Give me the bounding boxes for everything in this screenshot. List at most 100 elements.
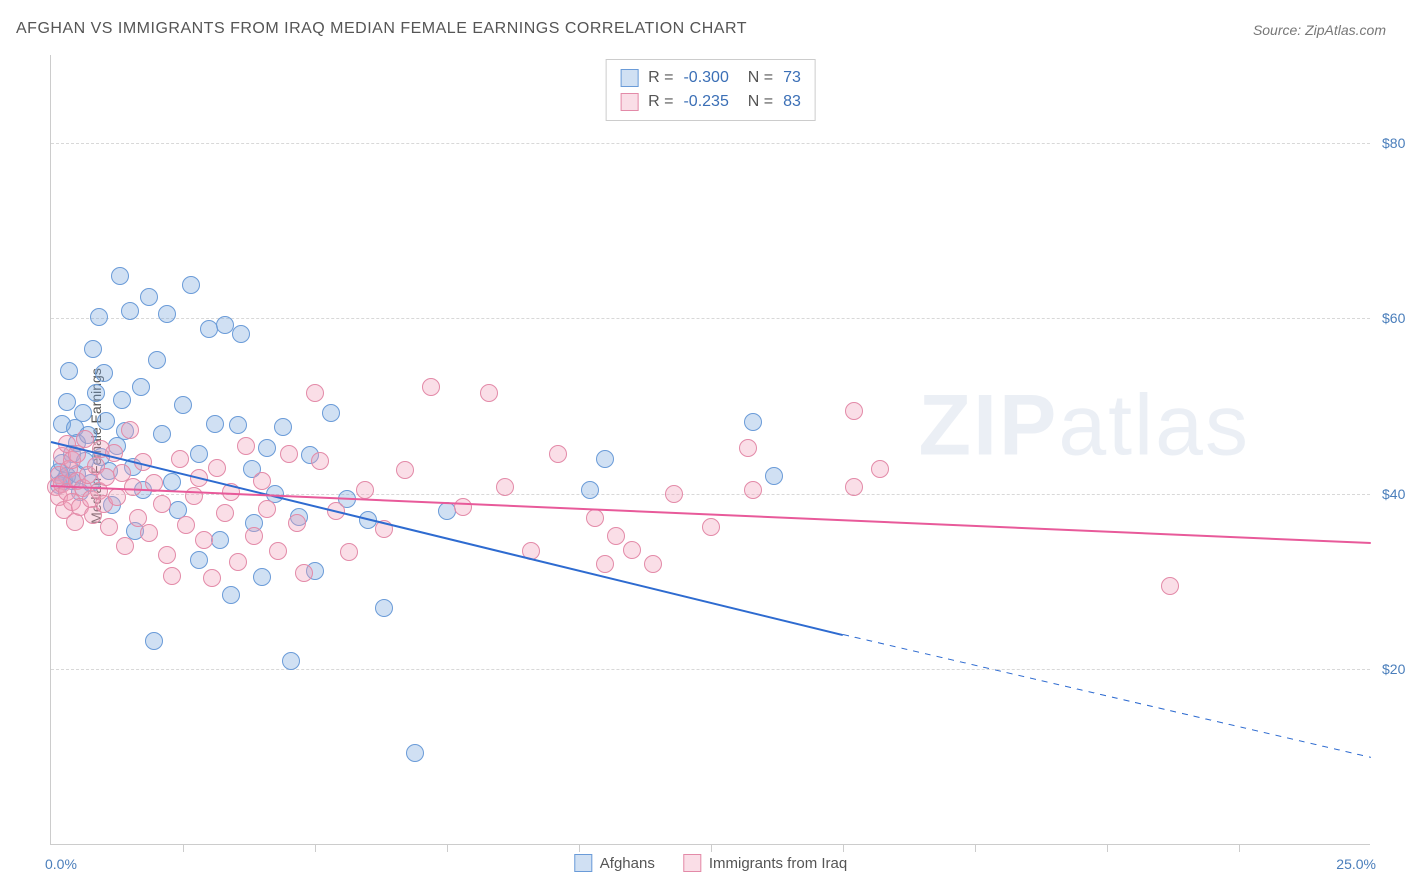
data-point	[322, 404, 340, 422]
data-point	[121, 302, 139, 320]
x-tick	[579, 844, 580, 852]
data-point	[665, 485, 683, 503]
correlation-row: R = -0.300 N = 73	[620, 66, 801, 90]
data-point	[148, 351, 166, 369]
n-value: 73	[783, 66, 801, 90]
data-point	[496, 478, 514, 496]
legend-swatch-icon	[683, 854, 701, 872]
data-point	[211, 531, 229, 549]
data-point	[140, 288, 158, 306]
legend-swatch-icon	[574, 854, 592, 872]
data-point	[739, 439, 757, 457]
y-tick-label: $60,000	[1374, 310, 1406, 326]
data-point	[311, 452, 329, 470]
data-point	[190, 551, 208, 569]
data-point	[145, 632, 163, 650]
data-point	[108, 488, 126, 506]
x-tick	[1107, 844, 1108, 852]
data-point	[454, 498, 472, 516]
data-point	[153, 495, 171, 513]
data-point	[158, 546, 176, 564]
data-point	[237, 437, 255, 455]
x-axis-min-label: 0.0%	[45, 856, 77, 872]
data-point	[845, 402, 863, 420]
data-point	[596, 450, 614, 468]
data-point	[340, 543, 358, 561]
data-point	[203, 569, 221, 587]
data-point	[90, 308, 108, 326]
data-point	[74, 404, 92, 422]
data-point	[356, 481, 374, 499]
data-point	[422, 378, 440, 396]
watermark: ZIPatlas	[919, 376, 1250, 475]
data-point	[185, 487, 203, 505]
data-point	[60, 362, 78, 380]
data-point	[121, 421, 139, 439]
legend-label: Afghans	[600, 855, 655, 872]
n-value: 83	[783, 90, 801, 114]
data-point	[163, 473, 181, 491]
legend-item: Immigrants from Iraq	[683, 854, 847, 872]
legend-swatch-icon	[620, 69, 638, 87]
data-point	[596, 555, 614, 573]
data-point	[195, 531, 213, 549]
data-point	[306, 384, 324, 402]
data-point	[295, 564, 313, 582]
data-point	[163, 567, 181, 585]
gridline	[51, 143, 1370, 144]
trend-line	[843, 634, 1371, 758]
data-point	[208, 459, 226, 477]
data-point	[744, 481, 762, 499]
correlation-legend: R = -0.300 N = 73 R = -0.235 N = 83	[605, 59, 816, 121]
data-point	[607, 527, 625, 545]
legend-item: Afghans	[574, 854, 655, 872]
data-point	[744, 413, 762, 431]
r-value: -0.300	[683, 66, 728, 90]
data-point	[95, 364, 113, 382]
data-point	[100, 518, 118, 536]
data-point	[406, 744, 424, 762]
trend-line	[51, 441, 843, 636]
data-point	[1161, 577, 1179, 595]
data-point	[174, 396, 192, 414]
x-axis-max-label: 25.0%	[1336, 856, 1376, 872]
x-tick	[711, 844, 712, 852]
data-point	[258, 439, 276, 457]
data-point	[282, 652, 300, 670]
x-tick	[447, 844, 448, 852]
source-label: Source: ZipAtlas.com	[1253, 22, 1386, 38]
x-tick	[843, 844, 844, 852]
data-point	[229, 553, 247, 571]
data-point	[765, 467, 783, 485]
correlation-row: R = -0.235 N = 83	[620, 90, 801, 114]
data-point	[153, 425, 171, 443]
data-point	[58, 393, 76, 411]
data-point	[113, 391, 131, 409]
data-point	[177, 516, 195, 534]
data-point	[845, 478, 863, 496]
data-point	[216, 504, 234, 522]
gridline	[51, 318, 1370, 319]
data-point	[702, 518, 720, 536]
data-point	[258, 500, 276, 518]
x-tick	[315, 844, 316, 852]
data-point	[396, 461, 414, 479]
data-point	[288, 514, 306, 532]
data-point	[116, 537, 134, 555]
chart-container: AFGHAN VS IMMIGRANTS FROM IRAQ MEDIAN FE…	[0, 0, 1406, 892]
data-point	[132, 378, 150, 396]
data-point	[586, 509, 604, 527]
data-point	[480, 384, 498, 402]
data-point	[375, 599, 393, 617]
gridline	[51, 669, 1370, 670]
data-point	[206, 415, 224, 433]
y-tick-label: $40,000	[1374, 486, 1406, 502]
x-tick	[975, 844, 976, 852]
legend-swatch-icon	[620, 93, 638, 111]
data-point	[581, 481, 599, 499]
data-point	[171, 450, 189, 468]
data-point	[229, 416, 247, 434]
data-point	[182, 276, 200, 294]
x-tick	[1239, 844, 1240, 852]
y-tick-label: $80,000	[1374, 135, 1406, 151]
